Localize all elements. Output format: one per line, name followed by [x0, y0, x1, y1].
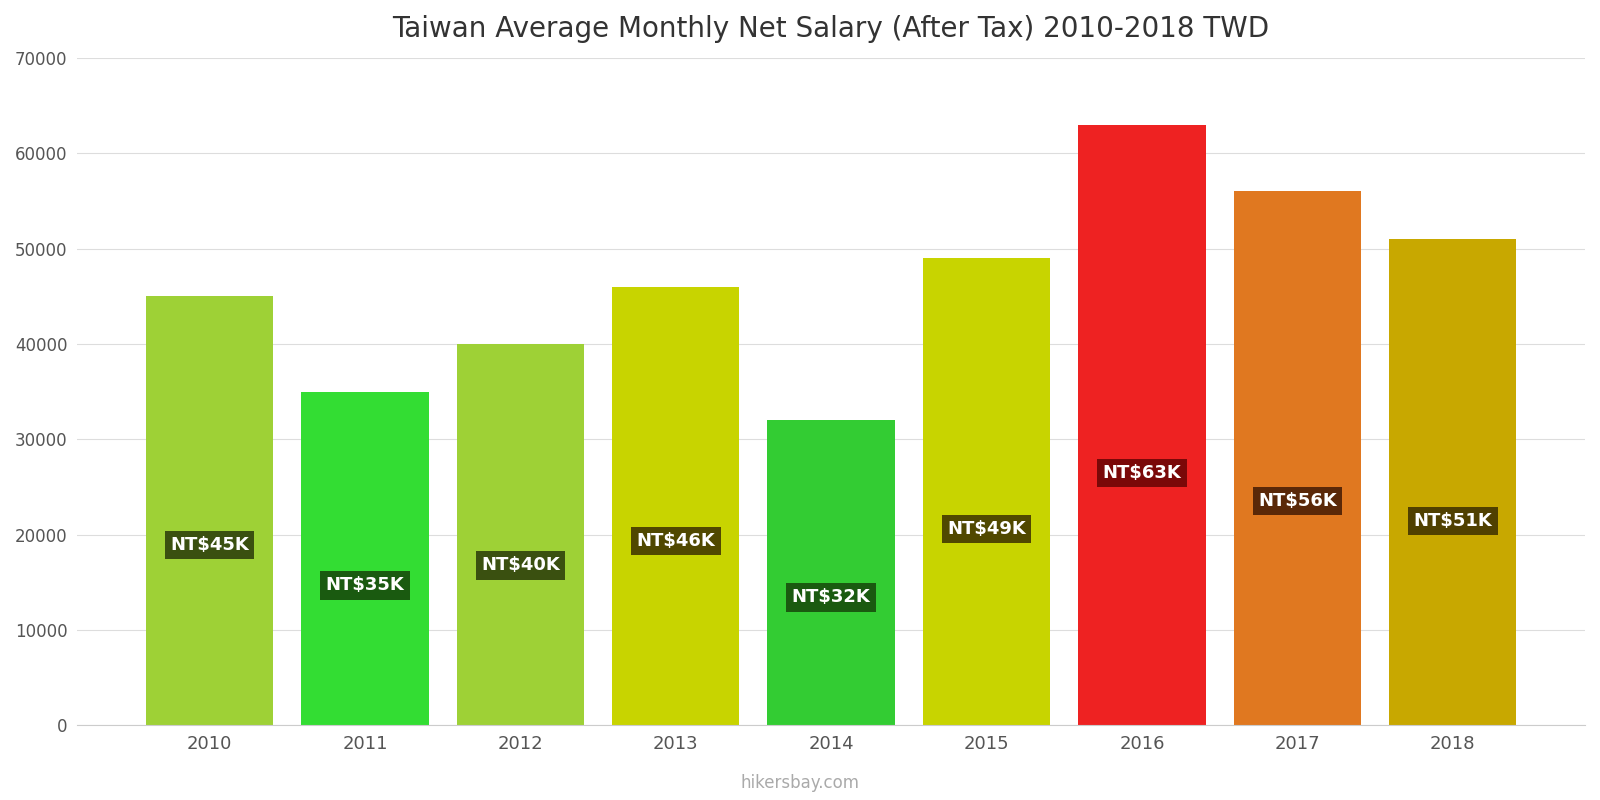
Text: NT$49K: NT$49K	[947, 520, 1026, 538]
Text: hikersbay.com: hikersbay.com	[741, 774, 859, 792]
Text: NT$32K: NT$32K	[792, 588, 870, 606]
Bar	[923, 258, 1050, 726]
Text: NT$46K: NT$46K	[637, 532, 715, 550]
Bar	[146, 296, 274, 726]
Text: NT$63K: NT$63K	[1102, 464, 1181, 482]
Bar	[1078, 125, 1206, 726]
Text: NT$40K: NT$40K	[482, 556, 560, 574]
Bar	[1234, 191, 1362, 726]
Bar	[301, 391, 429, 726]
Text: NT$51K: NT$51K	[1413, 512, 1493, 530]
Text: NT$35K: NT$35K	[326, 576, 405, 594]
Bar	[1389, 239, 1517, 726]
Bar	[613, 286, 739, 726]
Bar	[768, 420, 894, 726]
Text: NT$45K: NT$45K	[170, 536, 250, 554]
Bar	[456, 344, 584, 726]
Text: NT$56K: NT$56K	[1258, 492, 1336, 510]
Title: Taiwan Average Monthly Net Salary (After Tax) 2010-2018 TWD: Taiwan Average Monthly Net Salary (After…	[392, 15, 1270, 43]
